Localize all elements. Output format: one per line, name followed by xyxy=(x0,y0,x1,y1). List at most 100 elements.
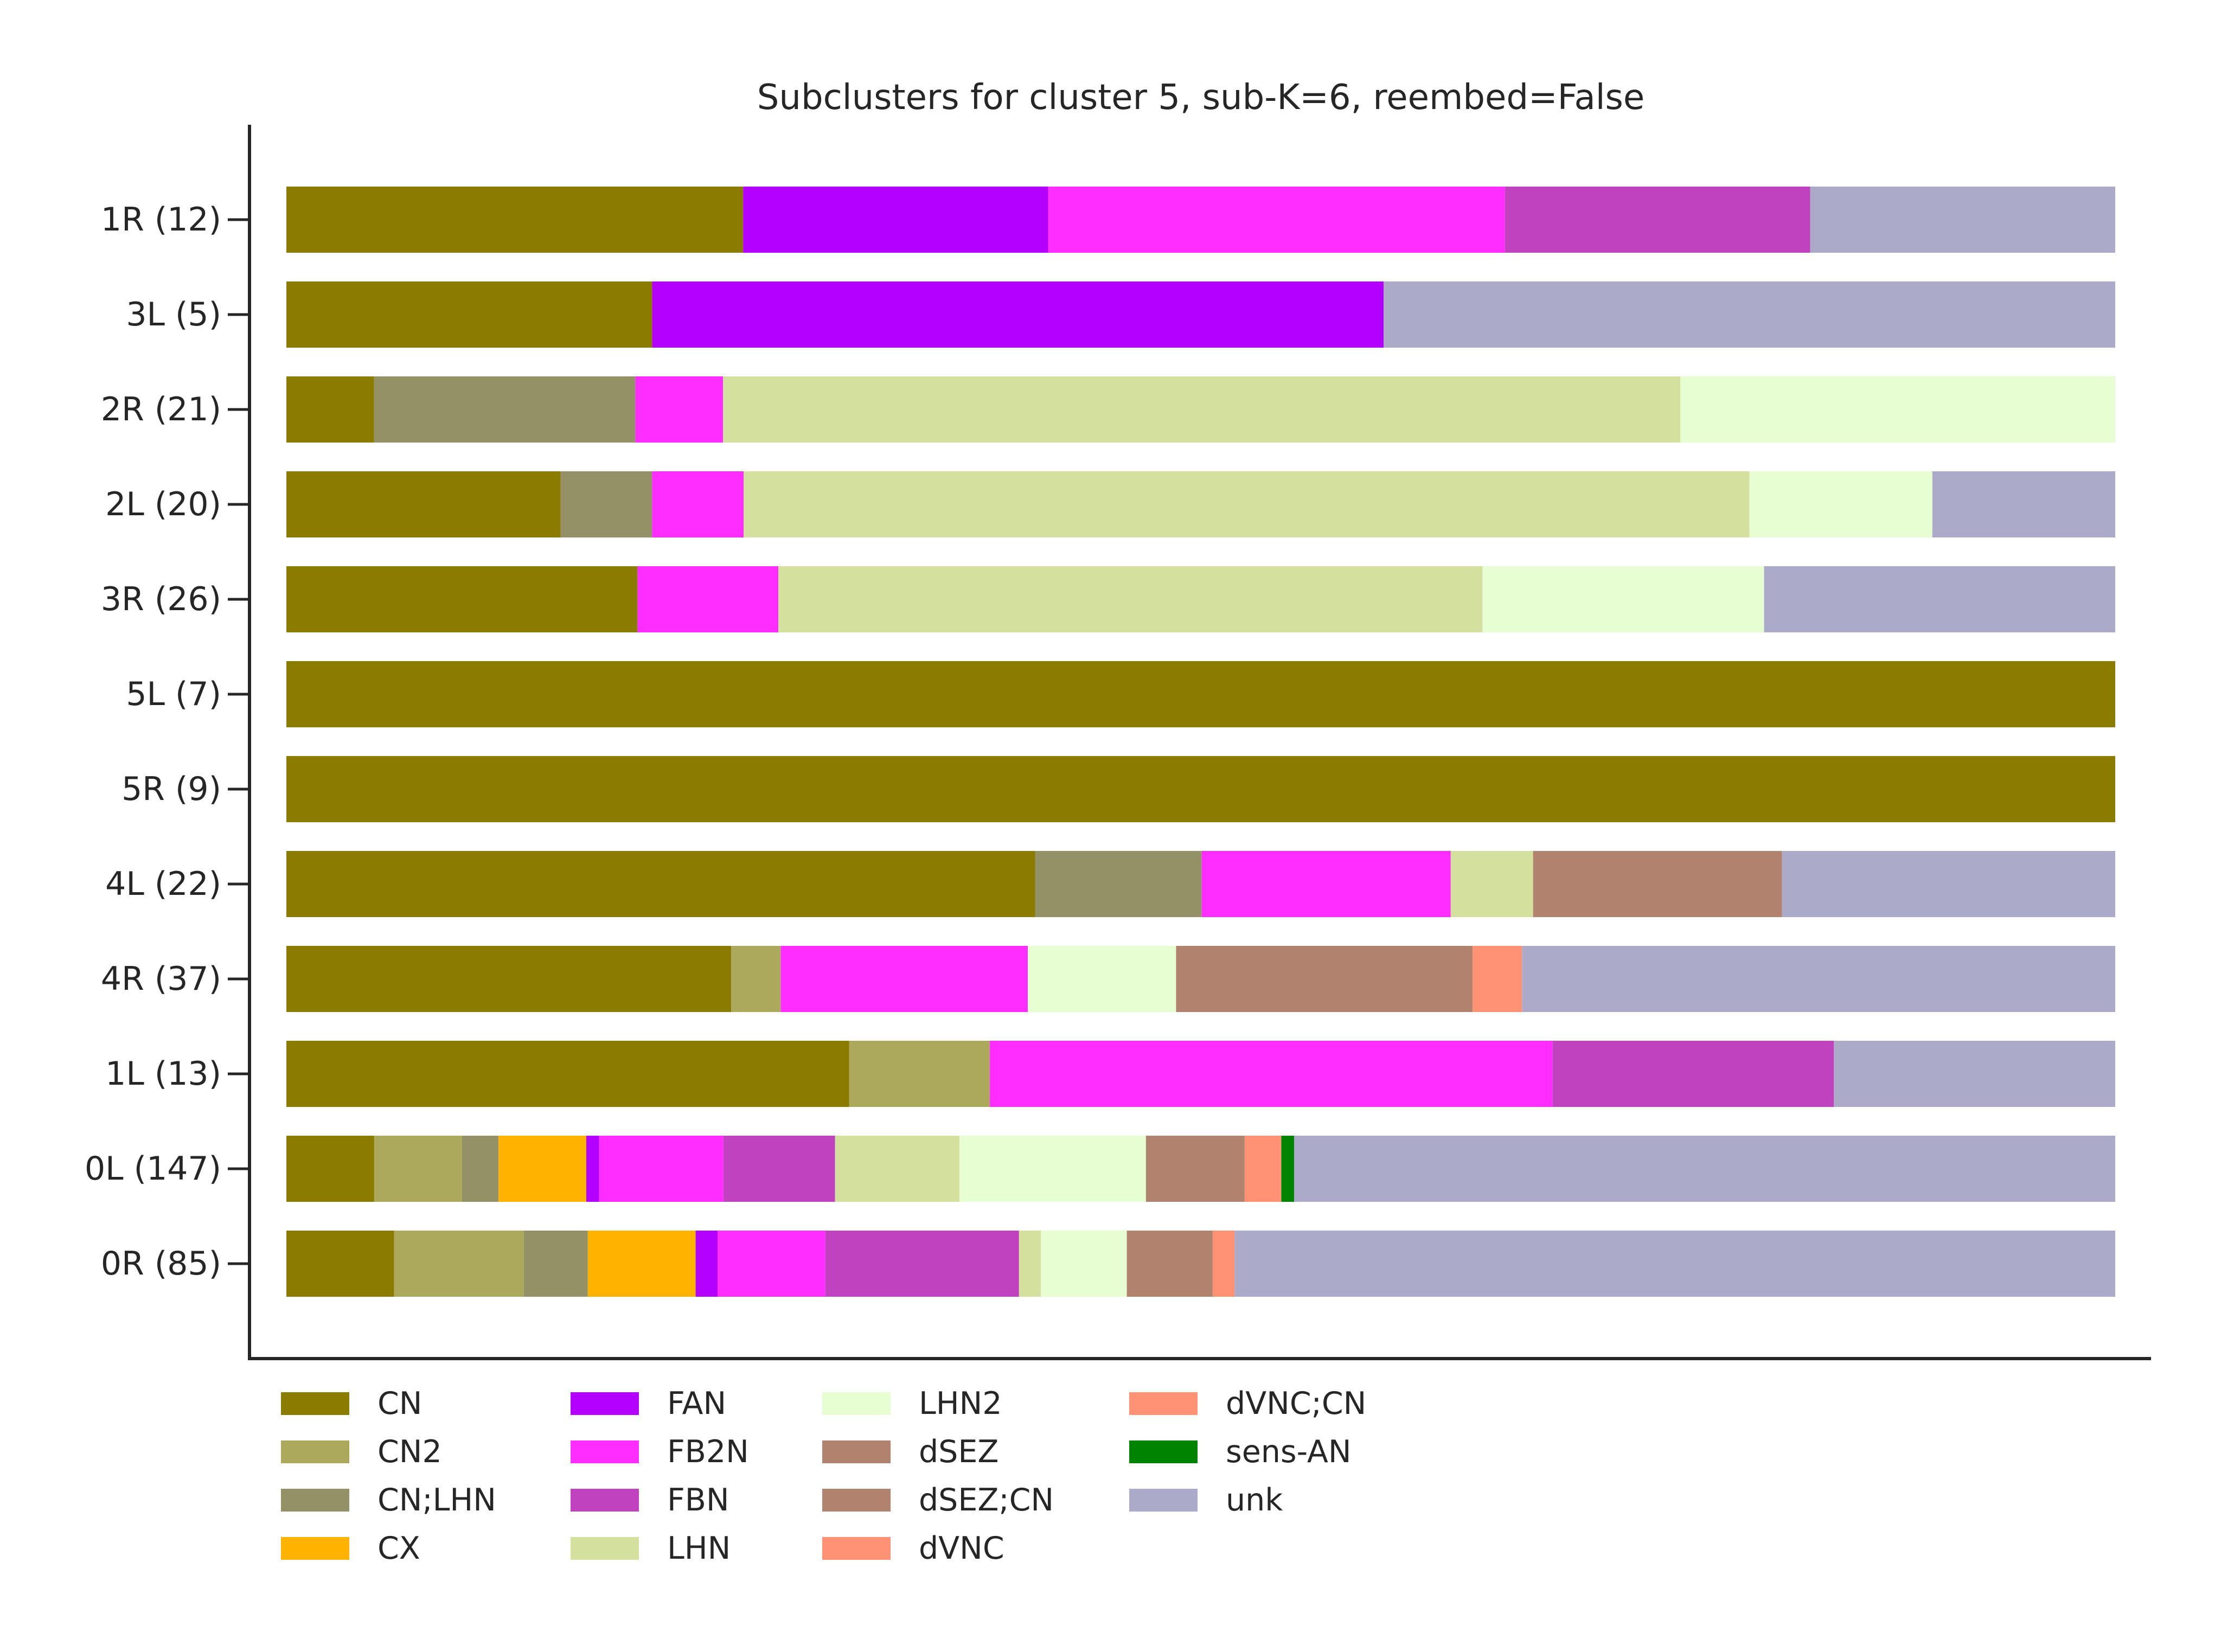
bar-segment xyxy=(498,1136,587,1202)
bar-segment xyxy=(374,1136,462,1202)
bar-segment xyxy=(286,661,2115,727)
bar-segment xyxy=(1028,946,1176,1012)
bar-segment xyxy=(1145,1136,1245,1202)
legend-entry: FB2N xyxy=(571,1434,749,1470)
bar-segment xyxy=(1048,187,1505,253)
bar-segment xyxy=(1234,1231,2115,1297)
legend-swatch xyxy=(571,1489,639,1512)
bar-segment xyxy=(1834,1041,2115,1107)
legend-label: dSEZ xyxy=(919,1434,999,1470)
legend-swatch xyxy=(822,1537,891,1560)
legend-swatch xyxy=(571,1440,639,1463)
bar-segment xyxy=(523,1231,588,1297)
bar-segment xyxy=(374,376,636,443)
y-tick-label: 3L (5) xyxy=(126,296,221,334)
legend-entry: dVNC xyxy=(822,1531,1004,1566)
bar-segment xyxy=(1212,1231,1235,1297)
y-tick-label: 1L (13) xyxy=(105,1055,221,1093)
legend-swatch xyxy=(281,1392,349,1415)
bar-segment xyxy=(286,566,638,632)
bar-segment xyxy=(718,1231,825,1297)
legend-label: unk xyxy=(1226,1482,1283,1518)
legend-label: FAN xyxy=(667,1386,726,1422)
bar-segment xyxy=(1810,187,2115,253)
bar-segment xyxy=(1552,1041,1834,1107)
bar-segment xyxy=(731,946,781,1012)
bar-segment xyxy=(286,376,374,443)
legend-entry: dVNC;CN xyxy=(1129,1386,1366,1422)
legend-label: CN xyxy=(377,1386,422,1422)
bar-segment xyxy=(835,1136,959,1202)
y-tick-label: 2R (21) xyxy=(101,390,221,428)
bar-segment xyxy=(1019,1231,1041,1297)
bar-segment xyxy=(1533,851,1782,917)
bar-segment xyxy=(286,281,652,348)
legend-entry: LHN xyxy=(571,1531,731,1566)
legend-label: LHN2 xyxy=(919,1386,1002,1422)
bar-segment xyxy=(744,471,1750,537)
y-tick-label: 3R (26) xyxy=(101,580,221,618)
chart-title: Subclusters for cluster 5, sub-K=6, reem… xyxy=(757,78,1644,118)
bar-segment xyxy=(394,1231,524,1297)
legend: CN CN2 CN;LHN CX FAN FB2N FBN LHN LHN2 dSEZ dSEZ;C… xyxy=(281,1386,1366,1566)
bar-segment xyxy=(637,566,778,632)
legend-label: LHN xyxy=(667,1531,731,1566)
legend-swatch xyxy=(1129,1392,1198,1415)
legend-label: CX xyxy=(377,1531,420,1566)
bar-segment xyxy=(1384,281,2115,348)
bar-segment xyxy=(286,1231,394,1297)
bar-segment xyxy=(286,1041,849,1107)
legend-label: sens-AN xyxy=(1226,1434,1352,1470)
bar-segment xyxy=(652,471,744,537)
legend-label: dVNC;CN xyxy=(1226,1386,1366,1422)
y-tick-label: 1R (12) xyxy=(101,201,221,239)
bar-segment xyxy=(1281,1136,1294,1202)
legend-label: CN;LHN xyxy=(377,1482,496,1518)
bar-segment xyxy=(723,376,1681,443)
legend-label: dVNC xyxy=(919,1531,1004,1566)
bar-segment xyxy=(778,566,1483,632)
y-tick-label: 0R (85) xyxy=(101,1245,221,1283)
bar-segment xyxy=(1473,946,1522,1012)
y-tick-label: 0L (147) xyxy=(85,1150,221,1188)
legend-swatch xyxy=(822,1392,891,1415)
bar-segment xyxy=(286,471,561,537)
bar-segment xyxy=(286,946,732,1012)
bar-segment xyxy=(825,1231,1019,1297)
bar-segment xyxy=(1680,376,2115,443)
legend-swatch xyxy=(571,1537,639,1560)
legend-entry: CN xyxy=(281,1386,422,1422)
bar-segment xyxy=(635,376,724,443)
legend-swatch xyxy=(822,1489,891,1512)
bars-group xyxy=(286,187,2115,1297)
y-tick-label: 4L (22) xyxy=(105,865,221,903)
legend-label: FB2N xyxy=(667,1434,749,1470)
legend-swatch xyxy=(281,1440,349,1463)
bar-segment xyxy=(989,1041,1553,1107)
bar-segment xyxy=(723,1136,835,1202)
bar-segment xyxy=(1035,851,1202,917)
legend-entry: FBN xyxy=(571,1482,729,1518)
legend-entry: sens-AN xyxy=(1129,1434,1352,1470)
y-tick-label: 5R (9) xyxy=(121,770,221,808)
bar-segment xyxy=(286,1136,374,1202)
bar-segment xyxy=(849,1041,990,1107)
bar-segment xyxy=(599,1136,724,1202)
legend-entry: CX xyxy=(281,1531,420,1566)
bar-segment xyxy=(652,281,1384,348)
y-tick-label: 2L (20) xyxy=(105,485,221,523)
legend-entry: dSEZ;CN xyxy=(822,1482,1054,1518)
bar-segment xyxy=(1932,471,2115,537)
bar-segment xyxy=(1176,946,1473,1012)
bar-segment xyxy=(780,946,1028,1012)
legend-swatch xyxy=(571,1392,639,1415)
legend-entry: CN;LHN xyxy=(281,1482,496,1518)
y-tick-label: 5L (7) xyxy=(126,675,221,713)
legend-swatch xyxy=(281,1489,349,1512)
legend-entry: unk xyxy=(1129,1482,1283,1518)
y-axis: 1R (12) 3L (5) 2R (21) 2L (20) 3R (26) 5L (7)… xyxy=(85,125,251,1360)
legend-entry: CN2 xyxy=(281,1434,442,1470)
bar-segment xyxy=(1041,1231,1127,1297)
bar-segment xyxy=(1294,1136,2115,1202)
